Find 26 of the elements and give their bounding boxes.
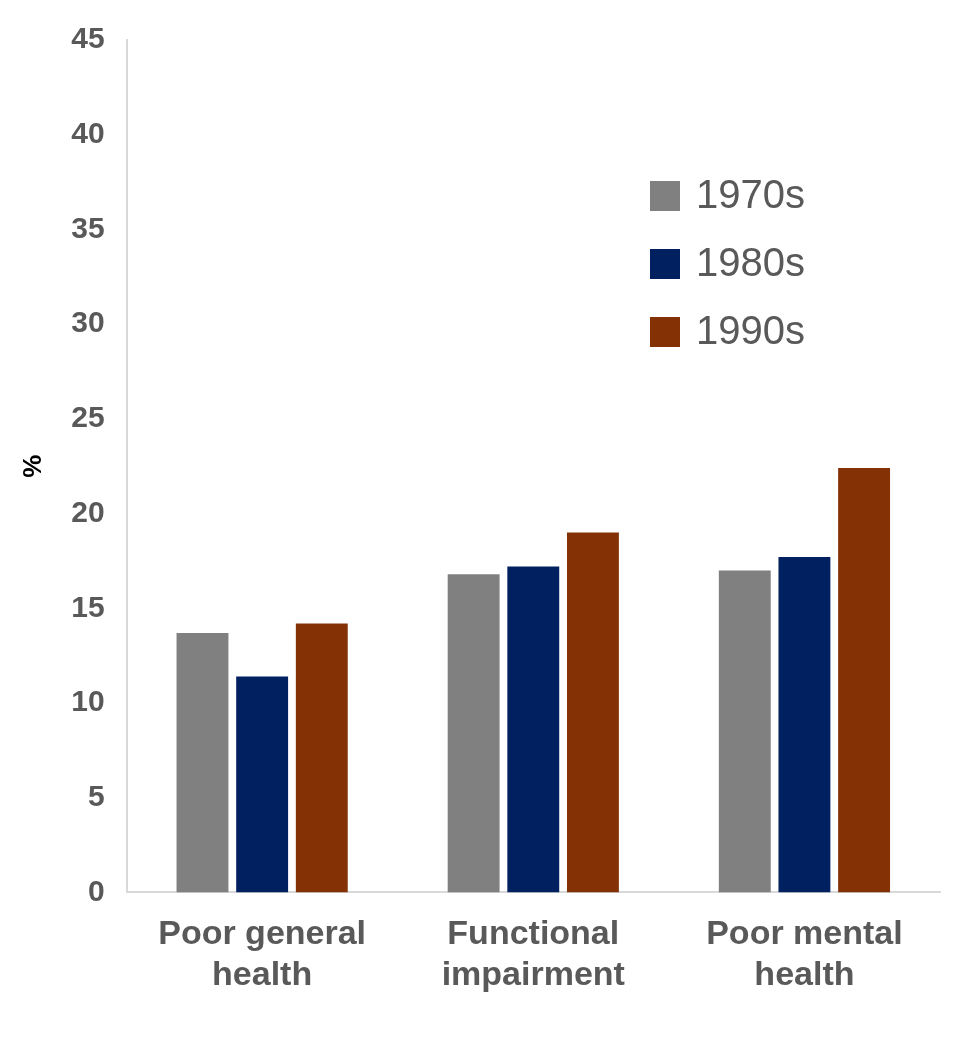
x-tick-label: Functional impairment — [441, 913, 625, 992]
y-tick-label: 5 — [87, 778, 105, 812]
bar — [507, 566, 560, 893]
legend-label: 1970s — [696, 172, 805, 217]
bar — [236, 676, 289, 893]
y-tick-label: 40 — [71, 115, 105, 149]
y-tick-label: 0 — [87, 873, 105, 907]
y-tick-label: 45 — [71, 21, 105, 55]
y-tick-label: 15 — [71, 589, 105, 623]
y-tick-label: 20 — [71, 494, 105, 528]
y-tick-label: 25 — [71, 400, 105, 434]
x-tick-label: Poor mental health — [706, 913, 903, 992]
bar — [718, 570, 771, 893]
bar — [566, 532, 619, 893]
x-tick-label: Poor general health — [158, 913, 367, 992]
legend-label: 1980s — [696, 240, 805, 285]
legend-label: 1990s — [696, 308, 805, 353]
y-tick-label: 10 — [71, 684, 105, 718]
bar — [295, 623, 348, 893]
y-axis-title: % — [16, 454, 47, 478]
bar — [447, 574, 500, 893]
bar — [838, 468, 891, 893]
bar — [176, 632, 229, 893]
bar — [778, 557, 831, 893]
y-tick-label: 35 — [71, 210, 105, 244]
y-tick-label: 30 — [71, 305, 105, 339]
